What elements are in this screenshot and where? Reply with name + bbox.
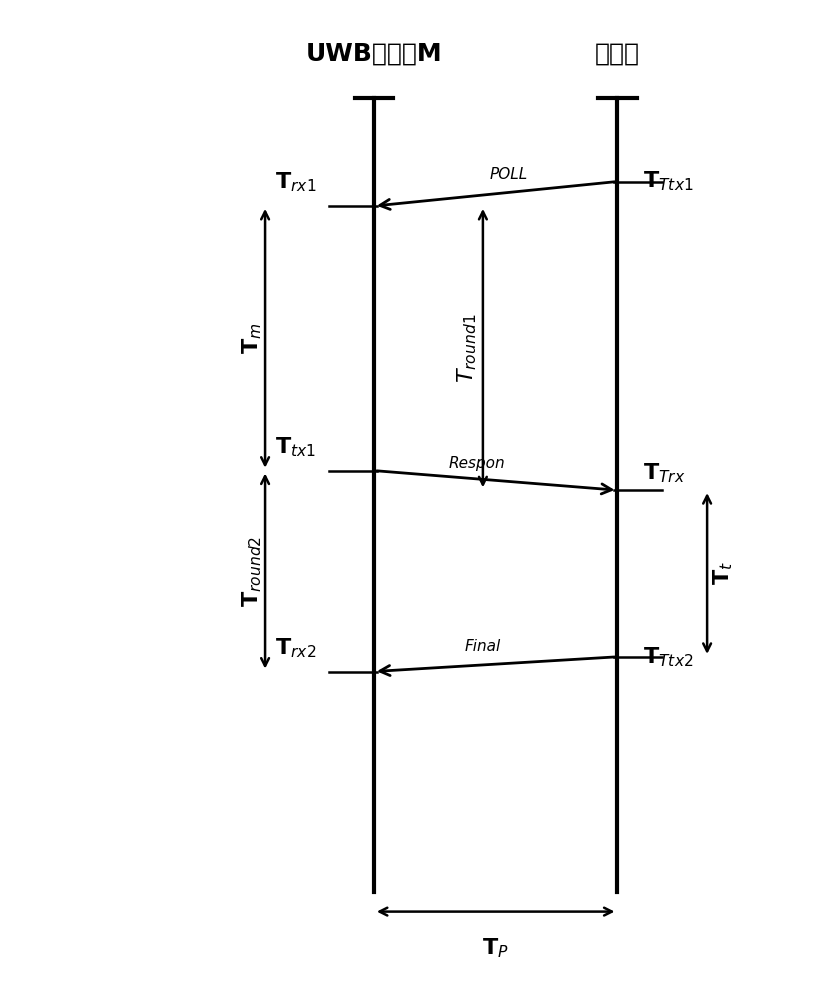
- Text: $\mathbf{T}_{tx1}$: $\mathbf{T}_{tx1}$: [275, 435, 316, 459]
- Text: Respon: Respon: [448, 456, 505, 471]
- Text: $\mathbf{T}_{t}$: $\mathbf{T}_{t}$: [711, 562, 735, 585]
- Text: $\mathbf{T}_{Ttx2}$: $\mathbf{T}_{Ttx2}$: [643, 645, 694, 669]
- Text: $\mathbf{T}_{round2}$: $\mathbf{T}_{round2}$: [240, 535, 264, 607]
- Text: $\mathbf{T}_{rx2}$: $\mathbf{T}_{rx2}$: [275, 636, 316, 660]
- Text: $\mathbf{T}_{Trx}$: $\mathbf{T}_{Trx}$: [643, 462, 686, 485]
- Text: $\mathbf{T}_{Ttx1}$: $\mathbf{T}_{Ttx1}$: [643, 170, 694, 193]
- Text: 识别卡: 识别卡: [595, 42, 640, 66]
- Text: $\mathbf{T}_{rx1}$: $\mathbf{T}_{rx1}$: [275, 171, 316, 194]
- Text: Final: Final: [465, 639, 501, 654]
- Text: POLL: POLL: [489, 167, 527, 182]
- Text: $T_{round1}$: $T_{round1}$: [455, 313, 478, 383]
- Text: $\mathbf{T}_{P}$: $\mathbf{T}_{P}$: [483, 936, 509, 960]
- Text: UWB定位器M: UWB定位器M: [305, 42, 443, 66]
- Text: $\mathbf{T}_{m}$: $\mathbf{T}_{m}$: [240, 323, 264, 354]
